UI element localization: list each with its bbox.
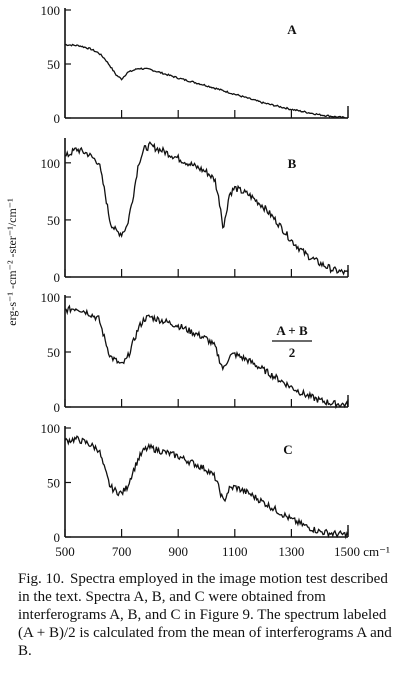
panel-2-y-tick-label: 50 <box>47 345 60 360</box>
figure-caption: Fig. 10. Spectra employed in the image m… <box>18 570 403 660</box>
panel-1-y-tick-label: 100 <box>41 156 61 171</box>
panel-3-y-tick-label: 0 <box>54 530 61 545</box>
x-tick-label: 900 <box>168 544 188 559</box>
panel-3-spectrum-line <box>64 435 349 540</box>
y-axis-label: erg-s⁻¹ -cm⁻² -ster⁻¹/cm⁻¹ <box>5 198 19 326</box>
panel-2-y-tick-label: 100 <box>41 290 61 305</box>
panel-2-label-denominator: 2 <box>289 345 296 360</box>
spectra-figure: 0 50 100 A 0 50 100 B 0 50 100 A + B 2 0 50 100 C 500 700 9… <box>5 3 390 559</box>
panel-2-label-numerator: A + B <box>276 323 308 338</box>
panel-1-y-tick-label: 50 <box>47 213 60 228</box>
panel-0-y-tick-label: 100 <box>41 3 61 18</box>
panel-1-label: B <box>288 156 297 171</box>
x-tick-label: 500 <box>55 544 75 559</box>
caption-figure-number: Fig. 10. <box>18 571 65 587</box>
panel-2-y-tick-label: 0 <box>54 400 61 415</box>
panel-3-y-tick-label: 100 <box>41 421 61 436</box>
panel-0-label: A <box>287 22 297 37</box>
panel-3-label: C <box>283 442 292 457</box>
x-tick-label: 1500 cm⁻¹ <box>334 544 390 559</box>
caption-text: Spectra employed in the image motion tes… <box>18 571 392 659</box>
panel-1-y-tick-label: 0 <box>54 270 61 285</box>
panel-0-y-tick-label: 0 <box>54 111 61 126</box>
x-tick-label: 700 <box>112 544 132 559</box>
panel-3-y-tick-label: 50 <box>47 476 60 491</box>
x-tick-label: 1100 <box>222 544 248 559</box>
x-tick-label: 1300 <box>278 544 304 559</box>
panel-1-spectrum-line <box>64 141 349 276</box>
panel-0-spectrum-line <box>64 43 348 119</box>
panel-0-y-tick-label: 50 <box>47 57 60 72</box>
panel-2-spectrum-line <box>64 304 349 410</box>
